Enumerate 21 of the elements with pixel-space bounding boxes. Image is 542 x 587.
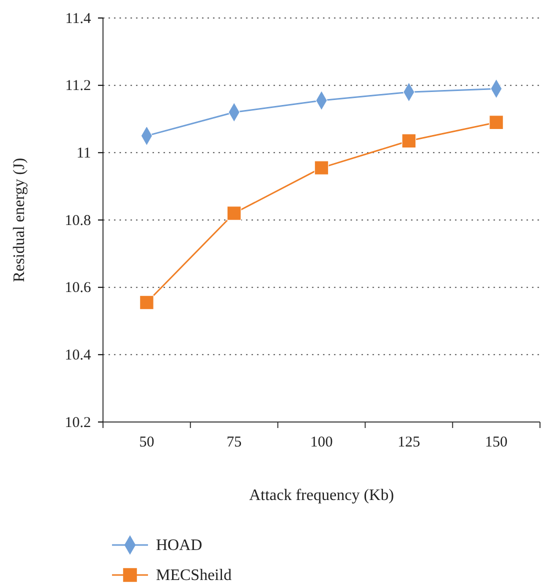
y-axis-title: Residual energy (J) xyxy=(11,158,28,282)
x-tick-label: 75 xyxy=(226,434,242,451)
legend-label: HOAD xyxy=(156,537,202,554)
y-tick-label: 10.2 xyxy=(64,414,91,431)
x-axis-title: Attack frequency (Kb) xyxy=(249,487,394,504)
point xyxy=(226,206,242,220)
x-tick-label: 150 xyxy=(485,434,508,451)
y-tick-label: 10.6 xyxy=(64,280,92,296)
point xyxy=(402,134,416,148)
y-tick-label: 11.4 xyxy=(65,10,92,27)
y-tick-label: 10.8 xyxy=(64,212,91,229)
x-tick-label: 50 xyxy=(139,434,154,451)
point xyxy=(489,115,504,130)
x-tick-label: 100 xyxy=(310,434,333,451)
y-tick-label: 11 xyxy=(76,145,91,162)
point xyxy=(314,160,329,176)
y-tick-label: 10.4 xyxy=(64,347,92,364)
y-tick-label: 11.2 xyxy=(65,78,91,94)
point xyxy=(140,295,154,310)
legend-label: MECSheild xyxy=(156,567,232,584)
x-tick-label: 125 xyxy=(398,434,420,451)
